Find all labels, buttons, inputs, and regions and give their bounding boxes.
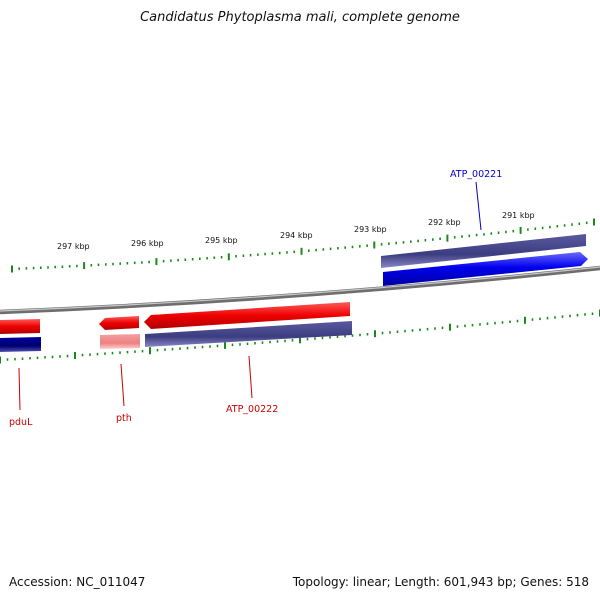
gene-atp00222-cds[interactable] xyxy=(145,321,352,347)
gene-atp00222[interactable] xyxy=(144,302,350,329)
gene-label-pdul[interactable]: pduL xyxy=(9,417,33,428)
leader-line-pdul xyxy=(18,367,21,411)
leader-line-atp00222 xyxy=(248,355,253,399)
scale-label: 294 kbp xyxy=(280,231,313,240)
gene-pdul[interactable] xyxy=(0,319,40,334)
gene-pth[interactable] xyxy=(99,316,139,330)
gene-pth-pseudo[interactable] xyxy=(100,334,140,349)
scale-label: 292 kbp xyxy=(428,218,461,227)
scale-label: 296 kbp xyxy=(131,239,164,248)
gene-label-atp00222[interactable]: ATP_00222 xyxy=(226,404,278,415)
scale-label: 291 kbp xyxy=(502,211,535,220)
map-title: Candidatus Phytoplasma mali, complete ge… xyxy=(140,10,460,25)
leader-line-atp00221 xyxy=(475,181,482,231)
scale-ruler-bottom xyxy=(0,309,600,364)
topology-summary: Topology: linear; Length: 601,943 bp; Ge… xyxy=(292,575,589,589)
gene-pdul-cds[interactable] xyxy=(0,337,41,352)
gene-label-atp00221[interactable]: ATP_00221 xyxy=(450,169,502,180)
gene-label-pth[interactable]: pth xyxy=(116,413,132,424)
scale-label: 295 kbp xyxy=(205,236,238,245)
accession-text: Accession: NC_011047 xyxy=(9,575,146,589)
scale-ruler-top xyxy=(11,218,595,273)
leader-line-pth xyxy=(120,363,125,407)
genome-backbone-highlight xyxy=(0,266,600,312)
genome-backbone xyxy=(0,265,600,315)
scale-label: 297 kbp xyxy=(57,242,90,251)
scale-label: 293 kbp xyxy=(354,225,387,234)
gene-atp00221[interactable] xyxy=(383,252,588,286)
gene-atp00221-cds[interactable] xyxy=(381,234,586,268)
